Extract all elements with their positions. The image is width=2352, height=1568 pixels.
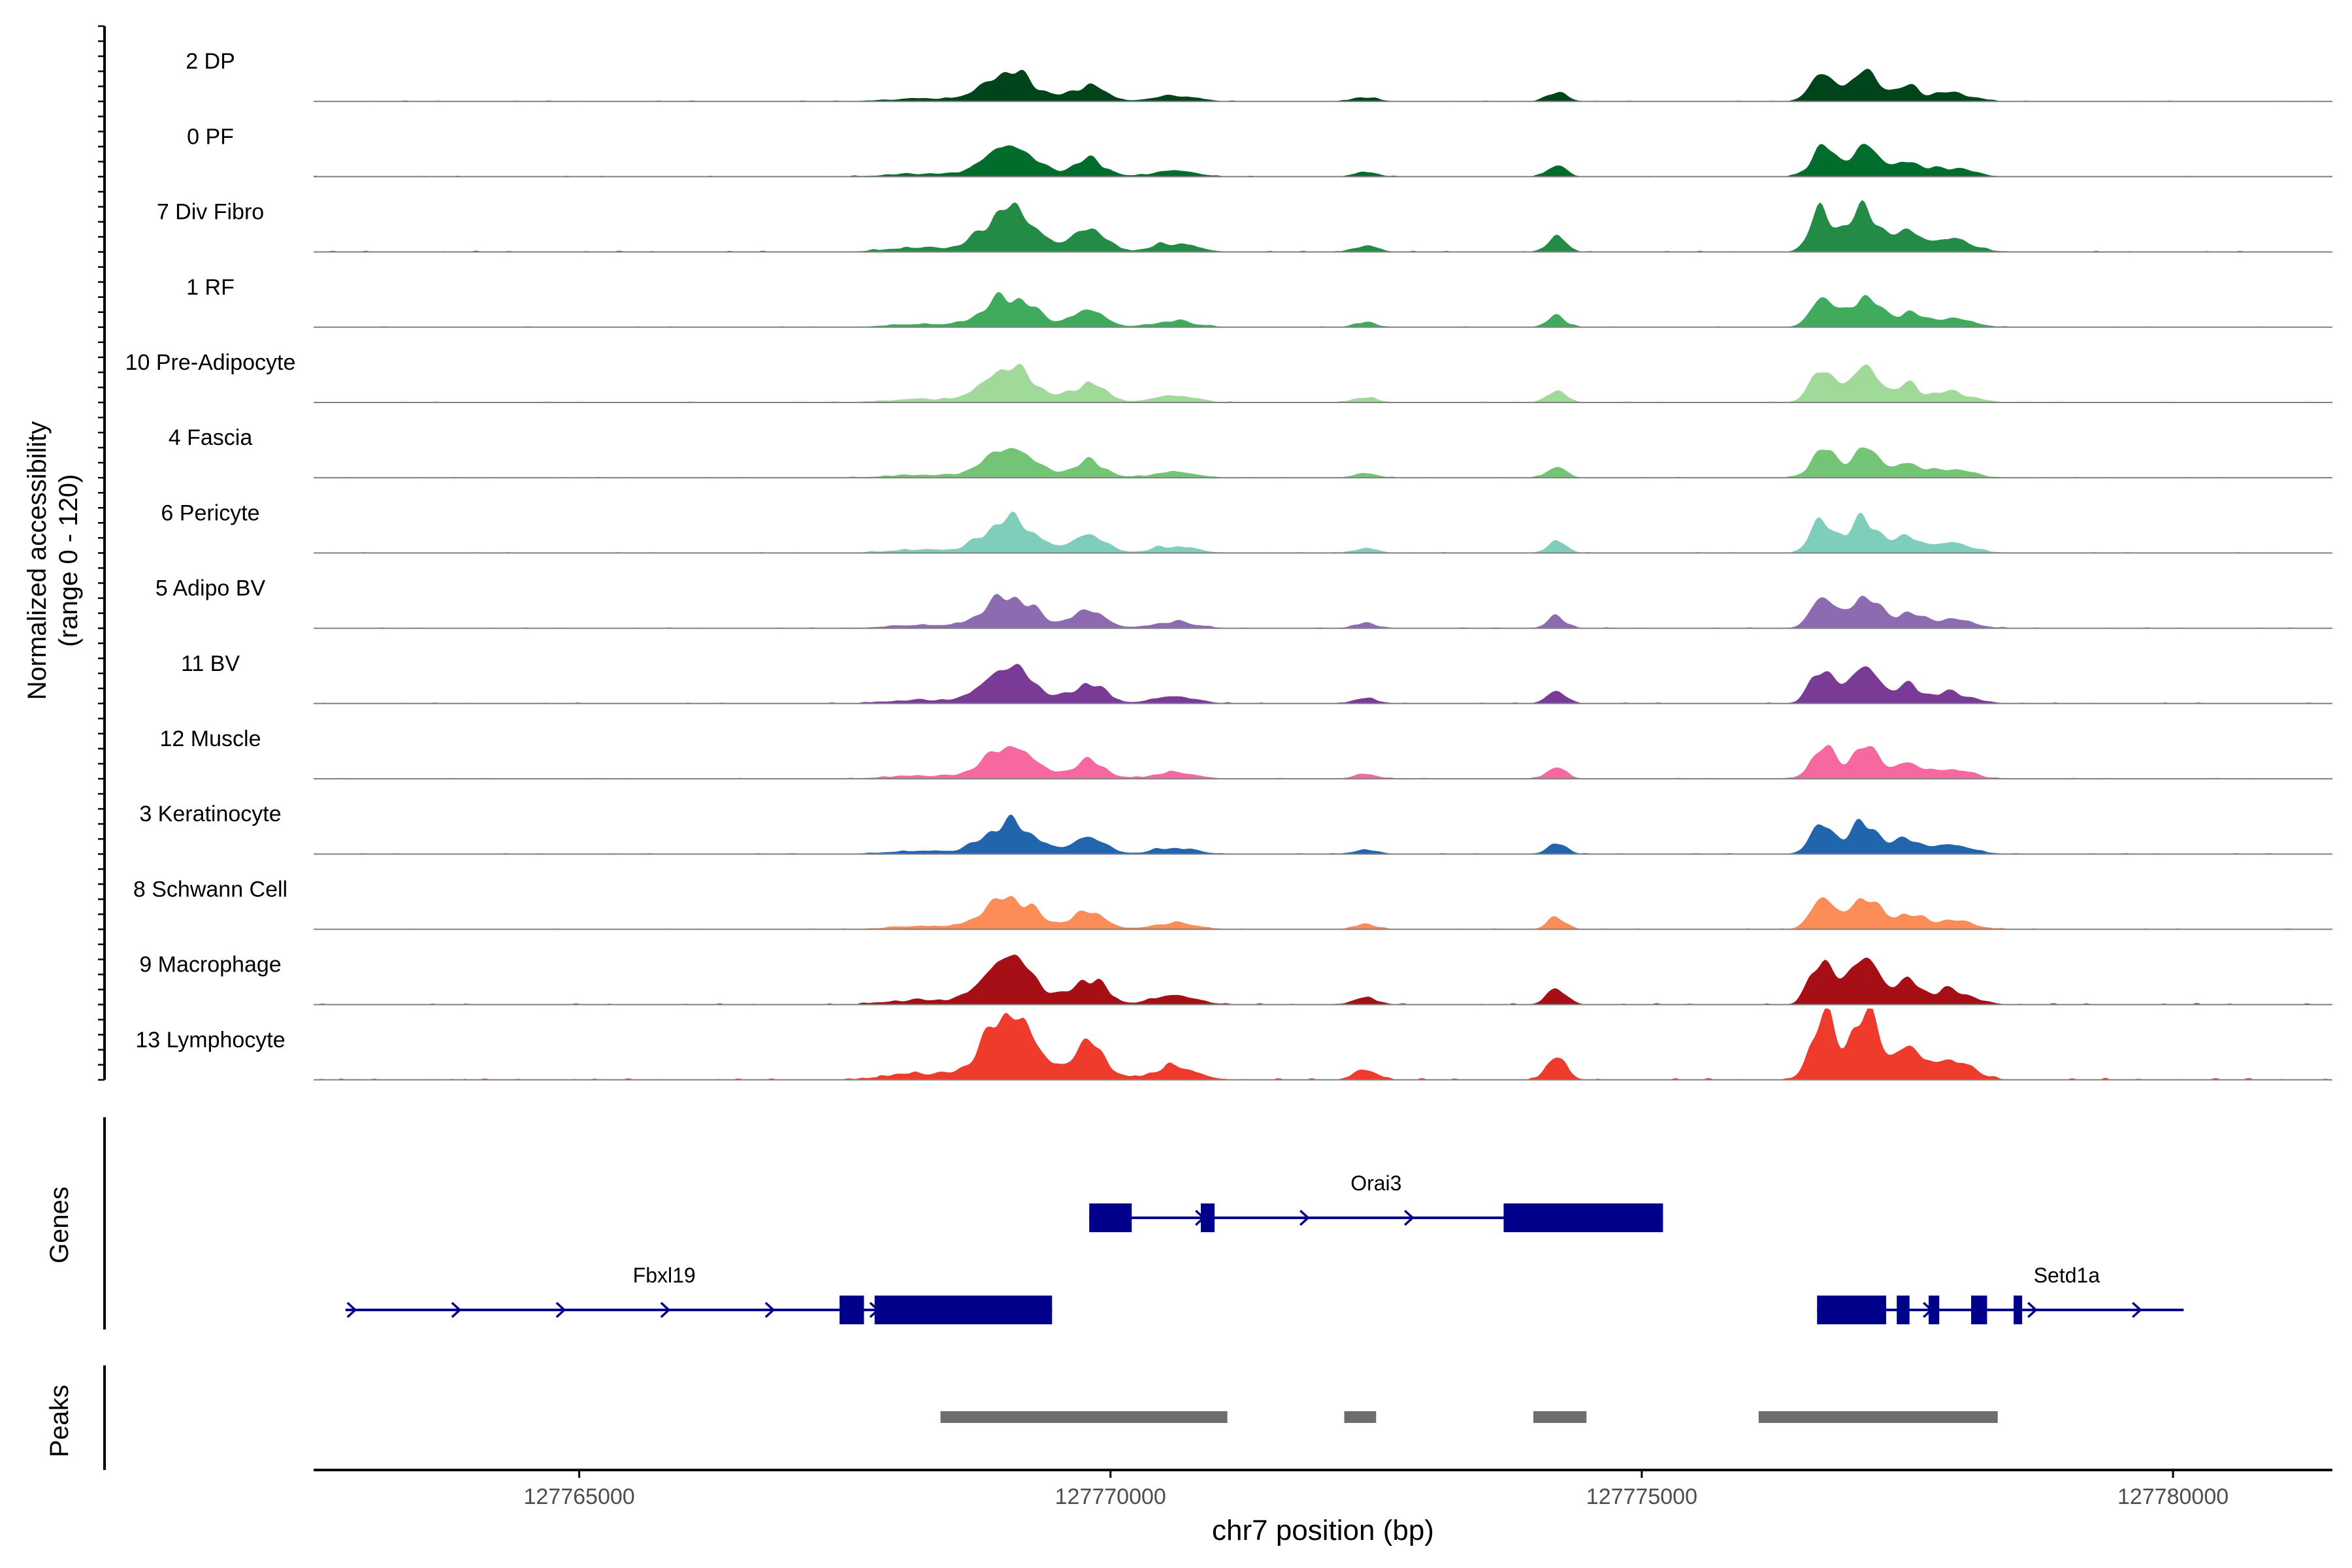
track-label: 0 PF — [187, 124, 234, 149]
genes-track-label: Genes — [45, 1186, 74, 1264]
x-axis: 127765000 127770000 127775000 127780000 — [314, 1469, 2332, 1509]
track-10-pre-adipocyte: 10 Pre-Adipocyte — [125, 350, 2332, 403]
coverage-area — [314, 363, 2332, 402]
track-label: 7 Div Fibro — [157, 200, 264, 225]
track-label: 5 Adipo BV — [155, 576, 266, 601]
gene-label: Setd1a — [2034, 1264, 2100, 1287]
track-0-pf: 0 PF — [187, 124, 2332, 178]
strand-arrow-icon — [764, 1301, 776, 1318]
track-label: 10 Pre-Adipocyte — [125, 350, 296, 375]
peak-region — [1758, 1411, 1998, 1423]
track-9-macrophage: 9 Macrophage — [139, 953, 2332, 1005]
strand-arrow-icon — [2027, 1301, 2038, 1318]
track-4-fascia: 4 Fascia — [169, 425, 2332, 479]
gene-exon — [2014, 1296, 2023, 1324]
coverage-area — [314, 200, 2332, 252]
track-label: 3 Keratinocyte — [139, 802, 281, 826]
track-label: 8 Schwann Cell — [133, 877, 287, 902]
y-axis-title-line1: Normalized accessibility — [23, 421, 52, 700]
coverage-area — [314, 896, 2332, 930]
strand-arrow-icon — [1404, 1209, 1414, 1226]
coverage-area — [314, 144, 2332, 177]
peaks-track — [103, 1365, 1998, 1470]
coverage-area — [314, 1008, 2332, 1080]
gene-exon — [1929, 1296, 1940, 1324]
strand-arrow-icon — [346, 1301, 357, 1318]
track-6-pericyte: 6 Pericyte — [161, 500, 2332, 554]
coverage-area — [314, 511, 2332, 553]
x-tick-label: 127770000 — [1055, 1484, 1166, 1509]
coverage-area — [314, 291, 2332, 327]
gene-exon — [1817, 1296, 1886, 1324]
gene-fbxl19: Fbxl19 — [345, 1264, 1053, 1324]
gene-label: Fbxl19 — [633, 1264, 696, 1287]
track-1-rf: 1 RF — [186, 275, 2332, 328]
track-label: 12 Muscle — [160, 727, 261, 751]
x-tick-label: 127765000 — [523, 1484, 634, 1509]
gene-exon — [1089, 1203, 1132, 1232]
y-axis — [98, 25, 106, 1081]
track-2-dp: 2 DP — [186, 49, 2332, 103]
x-axis-title: chr7 position (bp) — [1212, 1514, 1434, 1546]
peak-region — [1344, 1411, 1377, 1423]
coverage-area — [314, 447, 2332, 478]
coverage-area — [314, 663, 2332, 704]
coverage-area — [314, 69, 2332, 102]
track-label: 2 DP — [186, 49, 235, 74]
coverage-area — [314, 955, 2332, 1005]
genes-track: Orai3 Fbxl19 Setd1a — [103, 1117, 2184, 1330]
coverage-area — [314, 815, 2332, 855]
gene-exon — [1897, 1296, 1910, 1324]
y-axis-title-line2: (range 0 - 120) — [54, 474, 83, 647]
strand-arrow-icon — [2132, 1301, 2142, 1318]
x-tick-label: 127775000 — [1586, 1484, 1697, 1509]
gene-exon — [1200, 1203, 1215, 1232]
strand-arrow-icon — [660, 1301, 671, 1318]
track-label: 13 Lymphocyte — [135, 1028, 285, 1053]
track-12-muscle: 12 Muscle — [160, 727, 2332, 779]
coverage-area — [314, 745, 2332, 779]
peak-region — [1533, 1411, 1587, 1423]
peaks-track-label: Peaks — [45, 1384, 74, 1457]
gene-setd1a: Setd1a — [1817, 1264, 2184, 1324]
track-5-adipo-bv: 5 Adipo BV — [155, 576, 2332, 629]
track-label: 1 RF — [186, 275, 235, 300]
gene-exon — [874, 1296, 1053, 1324]
track-label: 11 BV — [181, 651, 240, 676]
x-tick-label: 127780000 — [2117, 1484, 2229, 1509]
gene-exon — [1503, 1203, 1663, 1232]
coverage-tracks: 2 DP 0 PF 7 Div Fibro 1 RF 10 Pre-Adipocyte 4… — [125, 49, 2332, 1081]
gene-exon — [840, 1296, 864, 1324]
gene-label: Orai3 — [1350, 1171, 1401, 1195]
track-label: 9 Macrophage — [139, 953, 281, 977]
gene-orai3: Orai3 — [1089, 1171, 1663, 1232]
gene-exon — [1971, 1296, 1987, 1324]
track-13-lymphocyte: 13 Lymphocyte — [135, 1008, 2332, 1081]
track-11-bv: 11 BV — [181, 651, 2332, 704]
peak-region — [940, 1411, 1228, 1423]
track-8-schwann-cell: 8 Schwann Cell — [133, 877, 2332, 930]
strand-arrow-icon — [1299, 1209, 1310, 1226]
track-7-div-fibro: 7 Div Fibro — [157, 200, 2332, 253]
track-label: 4 Fascia — [169, 425, 253, 450]
track-label: 6 Pericyte — [161, 500, 259, 525]
strand-arrow-icon — [555, 1301, 566, 1318]
track-3-keratinocyte: 3 Keratinocyte — [139, 802, 2332, 855]
strand-arrow-icon — [451, 1301, 462, 1318]
coverage-area — [314, 593, 2332, 629]
